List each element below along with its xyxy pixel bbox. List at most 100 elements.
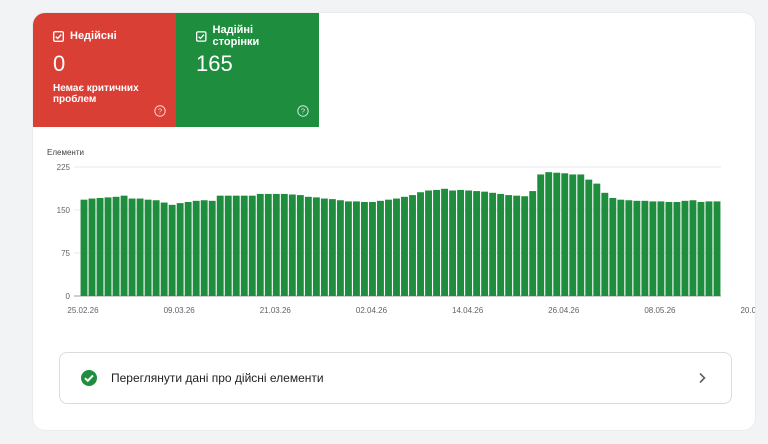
bar bbox=[288, 194, 296, 296]
bar bbox=[417, 192, 424, 296]
bar bbox=[344, 201, 352, 296]
bar bbox=[489, 192, 497, 296]
bar-chart-svg: Елементи 0 75 150 225 25.02.26 09.03.26 21.03.2… bbox=[47, 148, 755, 315]
bar bbox=[184, 201, 192, 296]
bar bbox=[393, 198, 400, 296]
bar bbox=[465, 190, 473, 296]
bar bbox=[120, 195, 128, 296]
bar bbox=[681, 200, 689, 296]
bar bbox=[360, 201, 368, 296]
help-icon[interactable]: ? bbox=[154, 105, 166, 117]
checkbox-checked-icon[interactable] bbox=[196, 30, 207, 42]
bar bbox=[625, 200, 633, 296]
invalid-count: 0 bbox=[53, 51, 66, 76]
bar bbox=[256, 193, 264, 296]
bar bbox=[425, 190, 432, 296]
valid-label: Надійні сторінки bbox=[212, 24, 260, 48]
svg-text:?: ? bbox=[301, 107, 305, 116]
bar bbox=[296, 195, 304, 296]
bar bbox=[409, 195, 416, 296]
x-tick-label: 21.03.26 bbox=[260, 306, 292, 315]
view-valid-items-link[interactable]: Переглянути дані про дійсні елементи bbox=[59, 352, 732, 404]
bar bbox=[328, 199, 336, 296]
bar bbox=[529, 191, 537, 296]
bar bbox=[224, 195, 232, 296]
help-icon[interactable]: ? bbox=[297, 105, 309, 117]
bar bbox=[537, 174, 545, 296]
bar bbox=[713, 201, 721, 296]
x-tick-label: 09.03.26 bbox=[164, 306, 196, 315]
bar bbox=[352, 201, 360, 296]
bar bbox=[232, 195, 240, 296]
bar bbox=[473, 191, 481, 296]
checkbox-checked-icon[interactable] bbox=[53, 30, 64, 42]
bar bbox=[208, 200, 216, 296]
bar bbox=[585, 179, 593, 296]
bar bbox=[240, 195, 248, 296]
bar bbox=[441, 188, 449, 296]
x-tick-label: 08.05.26 bbox=[644, 306, 676, 315]
bar bbox=[377, 200, 384, 296]
view-valid-items-text: Переглянути дані про дійсні елементи bbox=[111, 371, 324, 385]
bar bbox=[216, 195, 224, 296]
bar bbox=[593, 183, 601, 296]
bar bbox=[401, 196, 408, 296]
invalid-note: Немає критичних проблем bbox=[53, 83, 139, 105]
bar bbox=[521, 196, 529, 296]
bar bbox=[88, 198, 96, 296]
bar bbox=[553, 172, 561, 296]
valid-label-row: Надійні сторінки bbox=[196, 24, 299, 48]
bar bbox=[160, 202, 168, 296]
x-tick-label: 14.04.26 bbox=[452, 306, 484, 315]
bar bbox=[136, 198, 144, 296]
bar bbox=[513, 195, 521, 296]
y-axis-title: Елементи bbox=[47, 148, 84, 157]
bar bbox=[304, 196, 312, 296]
bar bbox=[633, 200, 641, 296]
items-chart: Елементи 0 75 150 225 25.02.26 09.03.26 21.03.2… bbox=[33, 143, 755, 323]
bar bbox=[272, 193, 280, 296]
bar bbox=[176, 203, 184, 296]
bar bbox=[689, 200, 697, 296]
bar bbox=[673, 201, 681, 296]
bar bbox=[128, 198, 136, 296]
x-tick-label: 20.05.26 bbox=[740, 306, 755, 315]
bar bbox=[200, 200, 208, 296]
bar bbox=[312, 197, 320, 296]
valid-tile[interactable]: Надійні сторінки 165 ? bbox=[176, 13, 319, 127]
check-circle-icon bbox=[81, 370, 97, 386]
bar bbox=[481, 191, 489, 296]
invalid-label: Недійсні bbox=[70, 30, 117, 42]
x-tick-label: 02.04.26 bbox=[356, 306, 388, 315]
bar bbox=[168, 204, 176, 296]
bar bbox=[577, 174, 585, 296]
bar bbox=[144, 199, 152, 296]
bar bbox=[264, 193, 272, 296]
bar bbox=[609, 197, 617, 296]
bar bbox=[96, 197, 104, 296]
chevron-right-icon bbox=[699, 372, 706, 384]
invalid-tile[interactable]: Недійсні 0 Немає критичних проблем ? bbox=[33, 13, 176, 127]
x-tick-label: 26.04.26 bbox=[548, 306, 580, 315]
y-tick-label: 150 bbox=[57, 206, 71, 215]
bar bbox=[657, 201, 665, 296]
valid-count: 165 bbox=[196, 51, 233, 76]
bar bbox=[649, 201, 657, 296]
y-tick-label: 225 bbox=[57, 163, 71, 172]
bar bbox=[457, 189, 465, 296]
invalid-label-row: Недійсні bbox=[53, 29, 156, 43]
bar bbox=[545, 172, 553, 296]
bar bbox=[505, 195, 513, 296]
svg-text:?: ? bbox=[158, 107, 162, 116]
bar bbox=[569, 174, 577, 296]
bar bbox=[320, 198, 328, 296]
bar bbox=[561, 173, 569, 296]
bar bbox=[152, 200, 160, 296]
bar bbox=[705, 201, 713, 296]
bar bbox=[433, 189, 441, 296]
bar bbox=[601, 192, 609, 296]
bar bbox=[665, 201, 673, 296]
bar bbox=[497, 193, 505, 296]
bar bbox=[248, 195, 256, 296]
status-card: Недійсні 0 Немає критичних проблем ? Над… bbox=[33, 13, 755, 430]
